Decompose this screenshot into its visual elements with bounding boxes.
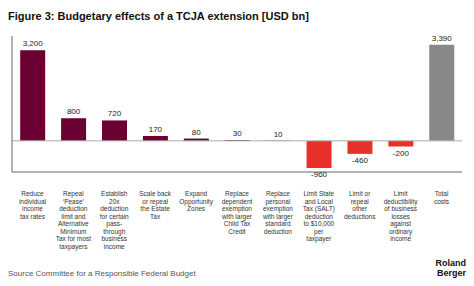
svg-text:Replacepersonalexemptionwith l: Replacepersonalexemptionwith largerstand… xyxy=(262,190,294,235)
svg-text:-960: -960 xyxy=(311,170,328,179)
svg-text:170: 170 xyxy=(149,125,163,134)
svg-text:-460: -460 xyxy=(352,156,369,165)
svg-text:Establish20xdeductionfor certa: Establish20xdeductionfor certainpass-thr… xyxy=(100,190,129,250)
svg-text:Replacedependentexemptionwith: Replacedependentexemptionwith largerChil… xyxy=(221,190,253,235)
svg-text:30: 30 xyxy=(233,129,242,138)
html-text:Roland Berger: Roland Berger xyxy=(435,258,466,278)
svg-text:3,200: 3,200 xyxy=(23,39,44,48)
svg-text:Limit orrepealotherdeductions: Limit orrepealotherdeductions xyxy=(344,190,376,220)
svg-text:ExpandOpportunityZones: ExpandOpportunityZones xyxy=(179,190,213,212)
svg-text:Scale backor repealthe EstateT: Scale backor repealthe EstateTax xyxy=(139,190,172,220)
svg-text:Reduceindividualincometax rate: Reduceindividualincometax rates xyxy=(19,190,47,220)
svg-text:10: 10 xyxy=(274,130,283,139)
svg-text:80: 80 xyxy=(192,128,201,137)
svg-text:Repeal‘Pease’deductionlimit an: Repeal‘Pease’deductionlimit andAlternati… xyxy=(56,190,92,251)
svg-text:-200: -200 xyxy=(393,149,410,158)
html-text:Figure 3: Budgetary effects of: Figure 3: Budgetary effects of a TCJA ex… xyxy=(8,10,309,22)
svg-text:720: 720 xyxy=(108,109,122,118)
svg-text:800: 800 xyxy=(67,107,81,116)
svg-text:Limitdeductibilityof businessl: Limitdeductibilityof businesslossesagain… xyxy=(384,190,419,242)
html-text:Source Committee for a Respons: Source Committee for a Responsible Feder… xyxy=(8,269,196,278)
svg-text:Totalcosts: Totalcosts xyxy=(434,190,450,205)
svg-text:Limit Stateand LocalTax (SALT): Limit Stateand LocalTax (SALT)deductiont… xyxy=(303,190,335,243)
svg-text:3,390: 3,390 xyxy=(432,34,453,43)
